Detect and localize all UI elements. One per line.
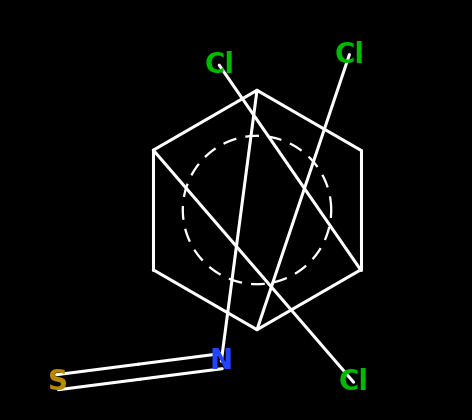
Text: Cl: Cl — [334, 41, 364, 68]
Text: N: N — [210, 347, 233, 375]
Text: Cl: Cl — [338, 368, 369, 396]
Text: S: S — [48, 368, 67, 396]
Text: Cl: Cl — [204, 51, 234, 79]
